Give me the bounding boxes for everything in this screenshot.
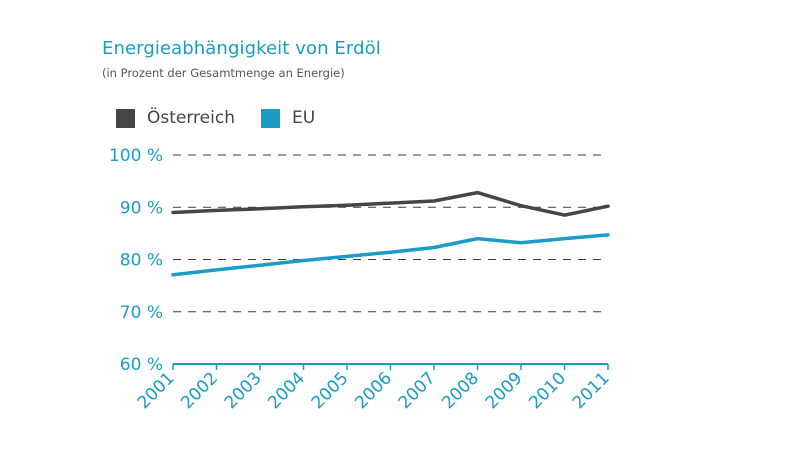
legend: Österreich EU xyxy=(116,108,341,128)
legend-item-oesterreich: Österreich xyxy=(116,108,235,128)
x-tick-label: 2004 xyxy=(264,368,309,413)
x-tick-label: 2008 xyxy=(438,368,483,413)
series-line-oesterreich xyxy=(171,190,610,217)
y-tick-label: 90 % xyxy=(120,198,163,218)
x-tick-label: 2001 xyxy=(134,368,179,413)
chart-subtitle: (in Prozent der Gesamtmenge an Energie) xyxy=(102,66,345,80)
legend-swatch-eu xyxy=(260,108,280,128)
y-tick-label: 70 % xyxy=(120,303,163,323)
legend-item-eu: EU xyxy=(260,108,316,128)
series-line-eu xyxy=(171,233,610,277)
x-tick-label: 2003 xyxy=(221,368,266,413)
legend-label-oesterreich: Österreich xyxy=(147,108,235,128)
x-tick-label: 2009 xyxy=(482,368,527,413)
x-tick-label: 2007 xyxy=(395,368,440,413)
x-tick-label: 2011 xyxy=(569,368,614,413)
y-tick-label: 80 % xyxy=(120,251,163,271)
y-tick-label: 60 % xyxy=(120,355,163,375)
x-tick-label: 2006 xyxy=(351,368,396,413)
chart-title: Energieabhängigkeit von Erdöl xyxy=(102,38,381,59)
legend-swatch-oesterreich xyxy=(116,108,135,128)
y-tick-label: 100 % xyxy=(109,146,163,166)
x-tick-label: 2005 xyxy=(308,368,353,413)
x-tick-label: 2002 xyxy=(177,368,222,413)
x-tick-label: 2010 xyxy=(525,368,570,413)
legend-label-eu: EU xyxy=(291,108,316,128)
